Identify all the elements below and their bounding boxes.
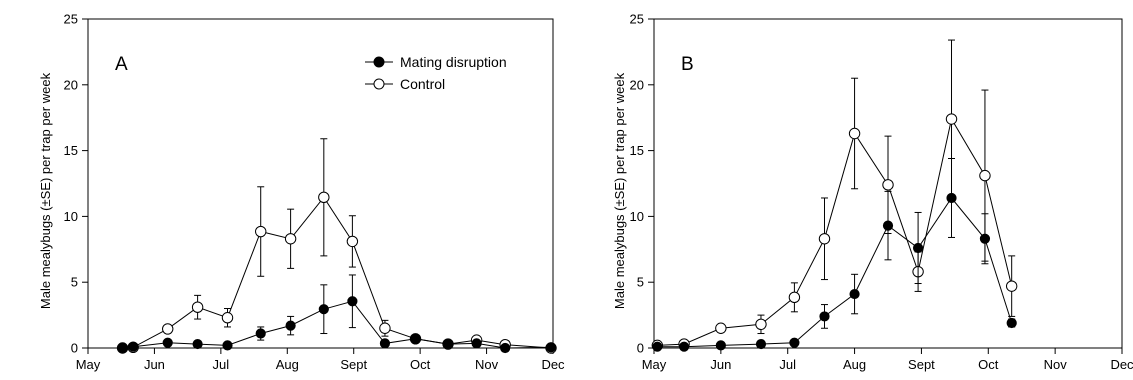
- panel-label: A: [115, 54, 128, 75]
- legend-marker-mating-disruption: [373, 56, 385, 68]
- plot-area: 0 5 10 15 20 25 May Jun Jul Aug Sept Oct Nov Dec: [64, 12, 566, 373]
- plot-area: 0 5 10 15 20 25 May Jun Jul Aug Sept Oct Nov Dec: [630, 12, 1133, 373]
- x-tick-label: Sept: [340, 357, 367, 372]
- y-tick-label: 20: [630, 77, 644, 92]
- data-point-mating-disruption: [347, 296, 358, 307]
- data-point-mating-disruption: [379, 338, 391, 349]
- series-control: [116, 138, 557, 354]
- plot-frame: [87, 18, 554, 349]
- data-point-control: [945, 113, 958, 125]
- data-point-control: [882, 179, 894, 191]
- data-point-control: [848, 127, 861, 140]
- data-point-mating-disruption: [500, 342, 511, 354]
- x-tick-label: Dec: [1110, 357, 1133, 372]
- x-tick-label: Jul: [213, 357, 230, 372]
- y-tick-label: 10: [64, 209, 78, 224]
- data-point-mating-disruption: [715, 340, 726, 351]
- x-tick-label: Sept: [908, 357, 935, 372]
- data-point-mating-disruption: [128, 341, 139, 352]
- y-tick-label: 25: [630, 12, 644, 27]
- data-point-mating-disruption: [410, 333, 421, 344]
- y-tick-label: 5: [637, 275, 644, 290]
- y-axis-label: Male mealybugs (±SE) per trap per week: [38, 72, 53, 309]
- x-tick-label: Jun: [144, 357, 165, 372]
- data-point-mating-disruption: [1006, 317, 1017, 329]
- x-tick-label: Aug: [843, 357, 866, 372]
- data-point-mating-disruption: [946, 192, 957, 204]
- panel-a: Male mealybugs (±SE) per trap per week A…: [38, 12, 565, 373]
- y-tick-label: 0: [71, 341, 78, 356]
- data-point-mating-disruption: [652, 341, 663, 352]
- data-point-mating-disruption: [819, 311, 830, 322]
- data-point-control: [379, 322, 391, 334]
- x-tick-label: Oct: [978, 357, 999, 372]
- data-point-mating-disruption: [789, 337, 800, 348]
- data-point-control: [715, 322, 727, 334]
- data-point-mating-disruption: [545, 342, 557, 353]
- series-control: [651, 39, 1018, 352]
- panel-label: B: [681, 54, 694, 75]
- x-tick-label: Jul: [779, 357, 796, 372]
- y-axis-label: Male mealybugs (±SE) per trap per week: [612, 72, 627, 309]
- data-point-control: [191, 301, 204, 313]
- x-tick-label: Nov: [1044, 357, 1068, 372]
- y-tick-label: 5: [71, 275, 78, 290]
- data-point-control: [818, 233, 831, 245]
- data-point-control: [755, 318, 767, 331]
- legend-label-mating-disruption: Mating disruption: [400, 54, 507, 70]
- y-tick-label: 15: [630, 143, 644, 158]
- x-tick-label: May: [76, 357, 101, 372]
- series-mating-disruption: [117, 274, 557, 354]
- data-point-control: [255, 225, 267, 238]
- data-point-control: [979, 169, 991, 182]
- y-tick-label: 20: [64, 77, 78, 92]
- y-tick-label: 25: [64, 12, 78, 27]
- data-point-control: [346, 235, 359, 248]
- legend-label-control: Control: [400, 76, 445, 92]
- data-point-mating-disruption: [849, 288, 860, 300]
- data-point-mating-disruption: [318, 304, 329, 315]
- legend-marker-control: [373, 78, 385, 90]
- data-point-control: [1005, 280, 1018, 292]
- series-mating-disruption: [652, 157, 1017, 352]
- data-point-control: [162, 323, 174, 335]
- data-point-mating-disruption: [442, 338, 454, 350]
- data-point-mating-disruption: [755, 338, 767, 350]
- data-point-control: [284, 233, 297, 245]
- y-tick-label: 10: [630, 209, 644, 224]
- data-point-mating-disruption: [255, 328, 266, 339]
- data-point-mating-disruption: [471, 338, 482, 349]
- plot-frame: [653, 18, 1123, 349]
- data-point-mating-disruption: [678, 341, 690, 352]
- x-tick-label: May: [642, 357, 667, 372]
- data-point-mating-disruption: [222, 340, 233, 351]
- x-tick-label: Oct: [410, 357, 431, 372]
- data-point-control: [318, 191, 330, 204]
- data-point-mating-disruption: [285, 320, 296, 331]
- legend: Mating disruption Control: [365, 54, 507, 92]
- data-point-mating-disruption: [882, 220, 894, 231]
- series-line-mating-disruption: [122, 300, 552, 349]
- y-tick-label: 15: [64, 143, 78, 158]
- x-tick-label: Jun: [710, 357, 731, 372]
- y-tick-label: 0: [637, 341, 644, 356]
- data-point-control: [221, 312, 234, 324]
- data-point-mating-disruption: [192, 338, 203, 350]
- data-point-mating-disruption: [912, 242, 924, 254]
- series-line-mating-disruption: [657, 197, 1013, 348]
- data-point-mating-disruption: [162, 337, 173, 348]
- x-tick-label: Aug: [276, 357, 299, 372]
- data-point-mating-disruption: [979, 233, 991, 244]
- panel-b: Male mealybugs (±SE) per trap per week B…: [612, 12, 1133, 373]
- series-line-control: [122, 196, 552, 349]
- series-line-control: [657, 117, 1013, 346]
- data-point-control: [788, 291, 801, 304]
- x-tick-label: Dec: [541, 357, 565, 372]
- x-tick-label: Nov: [475, 357, 499, 372]
- data-point-mating-disruption: [117, 342, 128, 354]
